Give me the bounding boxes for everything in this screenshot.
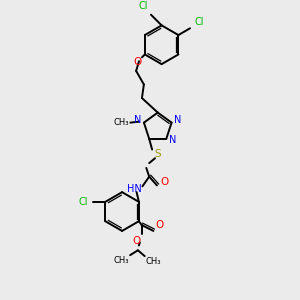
Text: O: O	[160, 178, 169, 188]
Text: HN: HN	[127, 184, 142, 194]
Text: O: O	[155, 220, 163, 230]
Text: CH₃: CH₃	[114, 256, 129, 266]
Text: O: O	[133, 236, 141, 246]
Text: S: S	[154, 149, 161, 159]
Text: Cl: Cl	[195, 17, 205, 28]
Text: O: O	[133, 57, 141, 67]
Text: Cl: Cl	[139, 1, 148, 11]
Text: N: N	[169, 135, 177, 145]
Text: Cl: Cl	[78, 197, 88, 207]
Text: CH₃: CH₃	[146, 257, 161, 266]
Text: N: N	[134, 115, 142, 125]
Text: N: N	[174, 115, 181, 125]
Text: CH₃: CH₃	[114, 118, 129, 127]
